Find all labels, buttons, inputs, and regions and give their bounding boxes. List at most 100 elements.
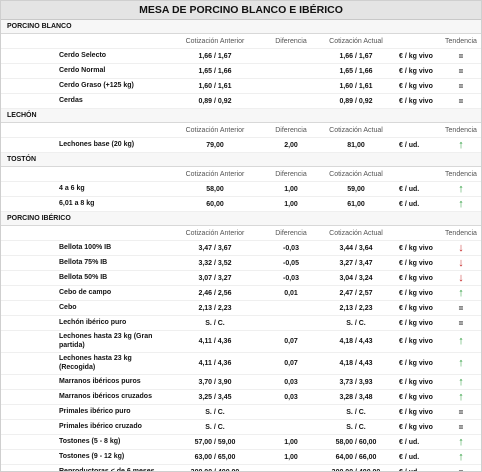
previous-price: 2,13 / 2,23 <box>198 304 232 312</box>
previous-price: S. / C. <box>205 319 225 327</box>
current-price: S. / C. <box>346 408 366 416</box>
previous-price: 1,66 / 1,67 <box>198 52 232 60</box>
previous-price: 3,32 / 3,52 <box>198 259 232 267</box>
product-name: Lechones hasta 23 kg (Gran partida) <box>59 333 153 349</box>
unit: € / kg vivo <box>399 244 433 252</box>
previous-price: 3,70 / 3,90 <box>198 378 232 386</box>
product-name: Marranos ibéricos cruzados <box>59 392 152 400</box>
column-header: Tendencia <box>445 229 477 237</box>
previous-price: 4,11 / 4,36 <box>198 360 232 367</box>
trend: ↑ <box>458 450 464 463</box>
product-name: Cerdo Graso (+125 kg) <box>59 81 134 89</box>
column-header: Cotización Anterior <box>185 229 245 237</box>
unit: € / kg vivo <box>399 319 433 327</box>
column-header-row: Cotización Anterior Diferencia Cotización … <box>1 123 481 138</box>
trend: ↑ <box>458 138 464 151</box>
trend: = <box>458 422 464 432</box>
trend: ↑ <box>458 286 464 299</box>
unit: € / ud. <box>399 200 420 208</box>
column-header: Cotización Anterior <box>185 170 245 178</box>
product-name: Bellota 100% IB <box>59 243 112 251</box>
product-name: Lechón ibérico puro <box>59 318 127 326</box>
current-price: 2,13 / 2,23 <box>339 304 373 312</box>
product-name: Cerdo Normal <box>59 66 106 74</box>
difference: 0,07 <box>284 360 298 367</box>
current-price: 3,27 / 3,47 <box>339 259 373 267</box>
previous-price: 0,89 / 0,92 <box>198 97 232 105</box>
product-name: Primales ibérico puro <box>59 407 131 415</box>
trend: ↑ <box>458 357 464 369</box>
trend: = <box>458 51 464 61</box>
product-name: Cebo <box>59 303 77 311</box>
difference: -0,03 <box>283 274 299 282</box>
current-price: 3,04 / 3,24 <box>339 274 373 282</box>
trend: ↑ <box>458 390 464 403</box>
unit: € / kg vivo <box>399 52 433 60</box>
product-name: Lechones base (20 kg) <box>59 140 135 148</box>
section-header: PORCINO IBÉRICO <box>1 212 481 226</box>
current-price: 61,00 <box>347 200 365 208</box>
trend: = <box>458 467 464 472</box>
table-row: 6,01 a 8 kg 60,00 1,00 61,00 € / ud. ↑ <box>1 197 481 212</box>
difference: 2,00 <box>284 141 298 149</box>
table-row: Cerdo Selecto 1,66 / 1,67 1,66 / 1,67 € / k… <box>1 49 481 64</box>
unit: € / ud. <box>399 468 420 472</box>
current-price: 3,44 / 3,64 <box>339 244 373 252</box>
unit: € / kg vivo <box>399 378 433 386</box>
previous-price: 60,00 <box>206 200 224 208</box>
current-price: 4,18 / 4,43 <box>339 360 373 367</box>
product-name: Tostones (9 - 12 kg) <box>59 452 125 460</box>
current-price: 2,47 / 2,57 <box>339 289 373 297</box>
table-row: Lechones hasta 23 kg (Gran partida) 4,11 … <box>1 331 481 353</box>
previous-price: 1,60 / 1,61 <box>198 82 232 90</box>
trend: ↓ <box>458 271 464 284</box>
unit: € / kg vivo <box>399 289 433 297</box>
current-price: 64,00 / 66,00 <box>335 453 377 461</box>
product-name: Primales ibérico cruzado <box>59 422 142 430</box>
table-row: Cerdo Graso (+125 kg) 1,60 / 1,61 1,60 / 1… <box>1 79 481 94</box>
unit: € / ud. <box>399 453 420 461</box>
column-header: Cotización Anterior <box>185 126 245 134</box>
unit: € / kg vivo <box>399 408 433 416</box>
table-row: Cerdas 0,89 / 0,92 0,89 / 0,92 € / kg vivo = <box>1 94 481 109</box>
column-header: Tendencia <box>445 170 477 178</box>
column-header: Cotización Anterior <box>185 37 245 45</box>
column-header: Cotización Actual <box>329 126 383 134</box>
table-row: Primales ibérico cruzado S. / C. S. / C. € … <box>1 420 481 435</box>
product-name: Cebo de campo <box>59 288 112 296</box>
table-row: Tostones (9 - 12 kg) 63,00 / 65,00 1,00 64,… <box>1 450 481 465</box>
previous-price: 58,00 <box>206 185 224 193</box>
column-header: Cotización Actual <box>329 170 383 178</box>
sections: PORCINO BLANCO Cotización Anterior Diferen… <box>1 20 481 472</box>
trend: = <box>458 96 464 106</box>
current-price: 58,00 / 60,00 <box>335 438 377 446</box>
trend: = <box>458 81 464 91</box>
previous-price: 79,00 <box>206 141 224 149</box>
unit: € / ud. <box>399 141 420 149</box>
column-header: Tendencia <box>445 126 477 134</box>
table-row: Bellota 50% IB 3,07 / 3,27 -0,03 3,04 / 3,2… <box>1 271 481 286</box>
section-header: PORCINO BLANCO <box>1 20 481 34</box>
difference: 0,01 <box>284 289 298 297</box>
product-name: 4 a 6 kg <box>59 184 85 192</box>
table-row: Bellota 100% IB 3,47 / 3,67 -0,03 3,44 / 3,… <box>1 241 481 256</box>
trend: = <box>458 318 464 328</box>
trend: ↑ <box>458 335 464 347</box>
current-price: 0,89 / 0,92 <box>339 97 373 105</box>
current-price: 81,00 <box>347 141 365 149</box>
difference: 1,00 <box>284 200 298 208</box>
table-row: Lechones hasta 23 kg (Recogida) 4,11 / 4,… <box>1 353 481 375</box>
unit: € / kg vivo <box>399 259 433 267</box>
trend: ↑ <box>458 435 464 448</box>
difference: 0,03 <box>284 378 298 386</box>
trend: ↑ <box>458 182 464 195</box>
table-row: Lechón ibérico puro S. / C. S. / C. € / kg … <box>1 316 481 331</box>
current-price: 1,60 / 1,61 <box>339 82 373 90</box>
unit: € / kg vivo <box>399 338 433 345</box>
trend: = <box>458 407 464 417</box>
current-price: 3,73 / 3,93 <box>339 378 373 386</box>
column-header-row: Cotización Anterior Diferencia Cotización … <box>1 167 481 182</box>
unit: € / kg vivo <box>399 360 433 367</box>
trend: ↓ <box>458 241 464 254</box>
